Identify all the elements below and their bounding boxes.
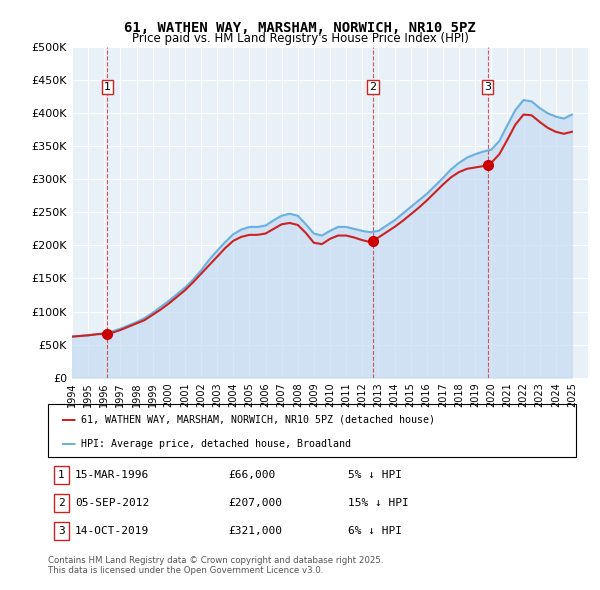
Text: 05-SEP-2012: 05-SEP-2012 — [75, 498, 149, 507]
Text: £321,000: £321,000 — [228, 526, 282, 536]
Text: 3: 3 — [58, 526, 65, 536]
Text: 2: 2 — [58, 498, 65, 507]
Text: 61, WATHEN WAY, MARSHAM, NORWICH, NR10 5PZ (detached house): 61, WATHEN WAY, MARSHAM, NORWICH, NR10 5… — [81, 414, 435, 424]
Text: 2: 2 — [370, 82, 377, 92]
Text: 61, WATHEN WAY, MARSHAM, NORWICH, NR10 5PZ: 61, WATHEN WAY, MARSHAM, NORWICH, NR10 5… — [124, 21, 476, 35]
Text: —: — — [60, 437, 76, 451]
Text: 15-MAR-1996: 15-MAR-1996 — [75, 470, 149, 480]
Text: 1: 1 — [58, 470, 65, 480]
Text: —: — — [60, 411, 76, 427]
Text: 1: 1 — [104, 82, 111, 92]
Text: 14-OCT-2019: 14-OCT-2019 — [75, 526, 149, 536]
Text: £66,000: £66,000 — [228, 470, 275, 480]
Text: 15% ↓ HPI: 15% ↓ HPI — [348, 498, 409, 507]
Text: 6% ↓ HPI: 6% ↓ HPI — [348, 526, 402, 536]
Text: 5% ↓ HPI: 5% ↓ HPI — [348, 470, 402, 480]
Text: £207,000: £207,000 — [228, 498, 282, 507]
Text: Price paid vs. HM Land Registry's House Price Index (HPI): Price paid vs. HM Land Registry's House … — [131, 32, 469, 45]
Text: Contains HM Land Registry data © Crown copyright and database right 2025.
This d: Contains HM Land Registry data © Crown c… — [48, 556, 383, 575]
Text: HPI: Average price, detached house, Broadland: HPI: Average price, detached house, Broa… — [81, 439, 351, 449]
Text: 3: 3 — [484, 82, 491, 92]
